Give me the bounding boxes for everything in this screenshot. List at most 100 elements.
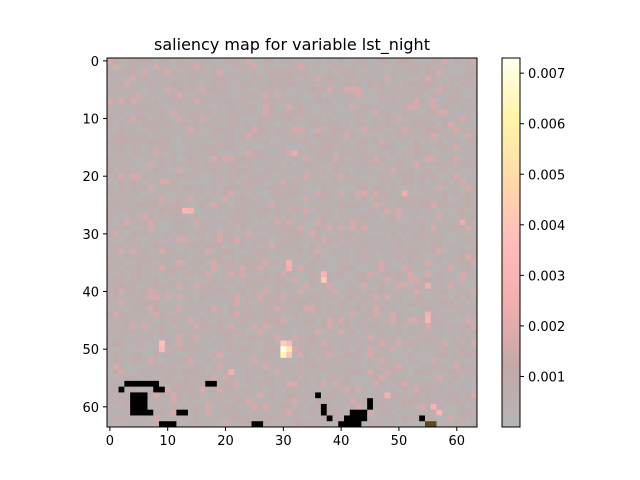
heatmap-cell: [424, 230, 432, 238]
heatmap-cell: [263, 190, 270, 197]
heatmap-cell: [367, 104, 374, 111]
heatmap-cell: [170, 121, 177, 128]
heatmap-cell: [424, 161, 432, 168]
heatmap-cell: [407, 144, 414, 151]
heatmap-cell: [187, 282, 195, 289]
heatmap-cell: [170, 328, 177, 336]
heatmap-cell: [118, 271, 125, 278]
heatmap-cell: [239, 184, 247, 191]
heatmap-cell: [448, 248, 455, 255]
heatmap-cell: [239, 415, 247, 422]
heatmap-cell: [170, 173, 177, 180]
heatmap-cell: [170, 132, 177, 140]
heatmap-cell: [245, 190, 252, 197]
heatmap-cell: [176, 63, 183, 70]
heatmap-cell: [211, 144, 218, 151]
heatmap-cell: [320, 380, 328, 387]
heatmap-cell: [182, 86, 189, 93]
heatmap-cell: [448, 225, 455, 232]
heatmap-cell: [361, 259, 368, 266]
heatmap-cell: [199, 230, 206, 238]
heatmap-cell: [367, 294, 374, 301]
heatmap-cell: [118, 109, 125, 117]
heatmap-cell: [107, 380, 114, 387]
heatmap-cell: [424, 254, 432, 261]
heatmap-cell: [112, 167, 119, 174]
heatmap-cell: [332, 277, 339, 284]
heatmap-cell: [107, 86, 114, 93]
heatmap-cell: [303, 375, 310, 382]
heatmap-cell: [424, 127, 432, 134]
heatmap-cell: [257, 334, 264, 341]
heatmap-cell: [130, 265, 137, 272]
heatmap-cell: [396, 190, 403, 197]
heatmap-cell: [378, 323, 385, 330]
heatmap-cell: [234, 121, 241, 128]
heatmap-cell: [326, 300, 333, 307]
heatmap-cell: [344, 196, 351, 203]
heatmap-cell: [303, 225, 310, 232]
heatmap-cell: [292, 179, 299, 186]
heatmap-cell: [164, 311, 171, 318]
heatmap-cell: [424, 156, 432, 163]
heatmap-cell: [372, 156, 380, 163]
heatmap-cell: [280, 288, 287, 295]
heatmap-cell: [471, 352, 478, 359]
heatmap-cell: [193, 288, 200, 295]
heatmap-cell: [471, 132, 478, 140]
heatmap-cell: [326, 311, 333, 318]
heatmap-cell: [251, 109, 258, 117]
heatmap-cell: [159, 328, 166, 336]
heatmap-cell: [153, 58, 160, 65]
heatmap-cell: [367, 398, 374, 405]
heatmap-cell: [176, 230, 183, 238]
heatmap-cell: [239, 323, 247, 330]
heatmap-cell: [211, 242, 218, 249]
heatmap-cell: [228, 386, 235, 393]
heatmap-cell: [292, 230, 299, 238]
heatmap-cell: [367, 259, 374, 266]
heatmap-cell: [147, 369, 154, 376]
heatmap-cell: [159, 86, 166, 93]
heatmap-cell: [107, 109, 114, 117]
heatmap-cell: [182, 58, 189, 65]
heatmap-cell: [135, 392, 143, 399]
heatmap-cell: [396, 144, 403, 151]
heatmap-cell: [274, 282, 281, 289]
heatmap-cell: [216, 369, 223, 376]
heatmap-cell: [176, 81, 183, 88]
heatmap-cell: [222, 415, 229, 422]
heatmap-cell: [176, 363, 183, 370]
heatmap-cell: [268, 58, 276, 65]
heatmap-cell: [280, 173, 287, 180]
heatmap-cell: [170, 161, 177, 168]
heatmap-cell: [430, 380, 437, 387]
heatmap-cell: [147, 92, 154, 99]
heatmap-cell: [280, 403, 287, 411]
heatmap-cell: [251, 58, 258, 65]
heatmap-cell: [424, 225, 432, 232]
heatmap-cell: [193, 352, 200, 359]
heatmap-cell: [187, 219, 195, 226]
heatmap-cell: [424, 386, 432, 393]
heatmap-cell: [187, 398, 195, 405]
heatmap-cell: [245, 98, 252, 105]
heatmap-cell: [124, 225, 131, 232]
heatmap-cell: [413, 167, 420, 174]
heatmap-cell: [205, 421, 212, 428]
heatmap-cell: [396, 242, 403, 249]
heatmap-cell: [292, 352, 299, 359]
heatmap-cell: [118, 75, 125, 82]
heatmap-cell: [430, 161, 437, 168]
heatmap-cell: [309, 346, 316, 353]
heatmap-cell: [396, 92, 403, 99]
heatmap-cell: [182, 115, 189, 122]
heatmap-cell: [193, 409, 200, 416]
heatmap-cell: [216, 334, 223, 341]
heatmap-cell: [326, 403, 333, 411]
heatmap-cell: [239, 207, 247, 215]
heatmap-cell: [205, 127, 212, 134]
heatmap-cell: [315, 369, 322, 376]
heatmap-cell: [453, 265, 461, 272]
heatmap-cell: [245, 109, 252, 117]
